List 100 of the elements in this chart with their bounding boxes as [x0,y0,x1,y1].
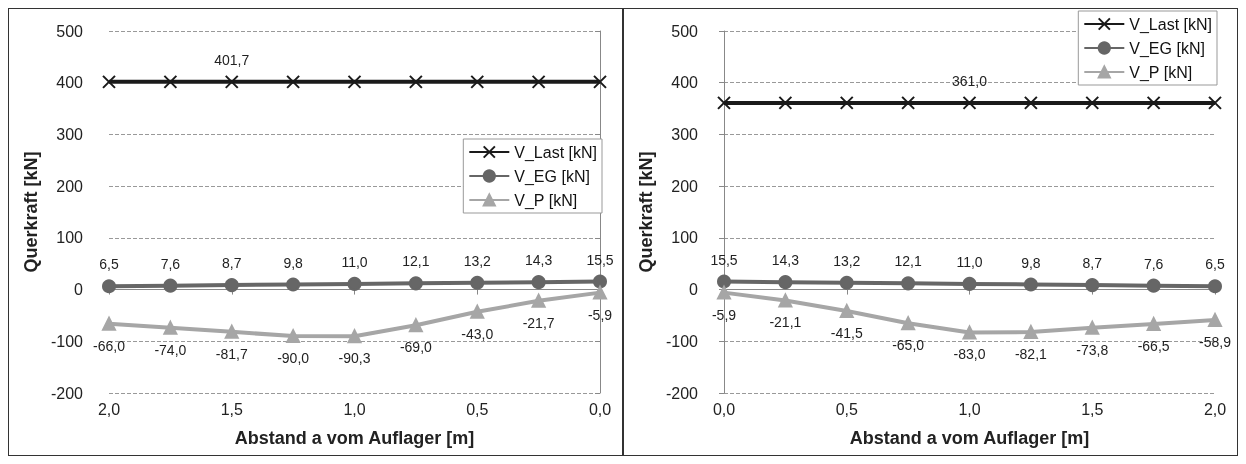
data-label: 14,3 [525,252,553,269]
point [347,329,362,344]
x-axis-title: Abstand a vom Auflager [m] [234,428,475,448]
data-label: -83,0 [953,346,986,363]
y-tick-label: 400 [56,74,84,92]
point [408,74,423,89]
point [717,274,731,289]
data-label: -81,7 [215,345,248,362]
legend-label: V_EG [kN] [1129,39,1205,58]
data-label: 15,5 [710,251,738,268]
y-axis-title: Querkraft [kN] [21,151,42,273]
point [839,275,854,290]
data-label: -21,1 [769,314,802,331]
x-tick-label: 1,0 [958,400,981,418]
data-label: -66,5 [1137,337,1170,354]
x-tick-label: 0,5 [466,400,489,418]
y-tick-label: 0 [74,281,84,299]
data-label: -65,0 [892,337,925,354]
point [163,278,178,293]
legend-label: V_Last [kN] [514,143,597,162]
x-tick-label: 2,0 [97,400,121,418]
data-label: -69,0 [399,339,433,356]
point [347,276,362,291]
point [1023,325,1038,340]
data-label: -90,3 [338,350,371,367]
data-label: 12,1 [894,253,922,270]
y-tick-label: 500 [56,22,84,40]
point [286,329,301,344]
point [470,275,485,290]
point [163,320,178,335]
point [347,74,362,89]
data-label: -41,5 [830,325,863,342]
point [1208,313,1222,328]
x-tick-label: 0,0 [588,400,612,418]
point [1208,95,1222,110]
data-label: 11,0 [956,253,983,270]
y-tick-label: -100 [665,332,699,350]
y-tick-label: 100 [56,229,84,247]
point [778,275,793,290]
data-label: 361,0 [951,72,988,89]
point [163,74,178,89]
y-tick-label: 200 [56,177,84,195]
data-label: -43,0 [461,325,494,342]
x-tick-label: 1,0 [343,400,366,418]
x-tick-label: 1,5 [220,400,243,418]
point [408,318,423,333]
point [470,304,485,319]
data-label: 11,0 [341,253,368,270]
data-label: -58,9 [1199,334,1232,351]
point [1085,95,1100,110]
data-label: -21,7 [522,314,555,331]
point [1146,316,1161,331]
point [901,276,916,291]
point [1085,320,1100,335]
y-tick-label: 300 [671,125,699,143]
x-tick-label: 2,0 [1203,400,1227,418]
point [1023,95,1038,110]
point [102,279,116,294]
y-tick-label: 300 [56,125,84,143]
y-axis-title: Querkraft [kN] [636,151,657,273]
data-label: 6,5 [1205,256,1225,273]
data-label: -5,9 [587,306,613,323]
y-tick-label: 400 [671,74,699,92]
data-label: 6,5 [99,256,119,273]
point [1085,278,1100,293]
point [778,95,793,110]
x-tick-label: 0,0 [712,400,736,418]
point [717,95,731,110]
point [901,316,916,331]
point [531,293,546,308]
point [408,276,423,291]
data-label: 12,1 [402,253,430,270]
x-tick-label: 0,5 [835,400,858,418]
data-label: 401,7 [214,51,250,68]
data-label: 15,5 [586,251,614,268]
y-tick-label: -200 [50,384,84,402]
point [224,278,239,293]
point [593,274,607,289]
legend-label: V_EG [kN] [514,167,590,186]
point [901,95,916,110]
y-tick-label: 100 [671,229,699,247]
point [470,74,485,89]
y-tick-label: 500 [671,22,699,40]
y-tick-label: 0 [689,281,699,299]
y-tick-label: -100 [50,332,84,350]
point [839,95,854,110]
point [224,74,239,89]
data-label: 9,8 [1021,254,1041,271]
data-label: 7,6 [1143,255,1164,272]
data-label: -90,0 [277,350,310,367]
point [224,324,239,339]
data-label: 13,2 [833,252,861,269]
data-label: -5,9 [711,306,737,323]
data-label: -66,0 [93,337,126,354]
point [102,74,116,89]
point [778,293,793,308]
point [593,74,607,89]
data-label: 9,8 [283,254,304,271]
point [286,277,301,292]
y-tick-label: -200 [665,384,699,402]
